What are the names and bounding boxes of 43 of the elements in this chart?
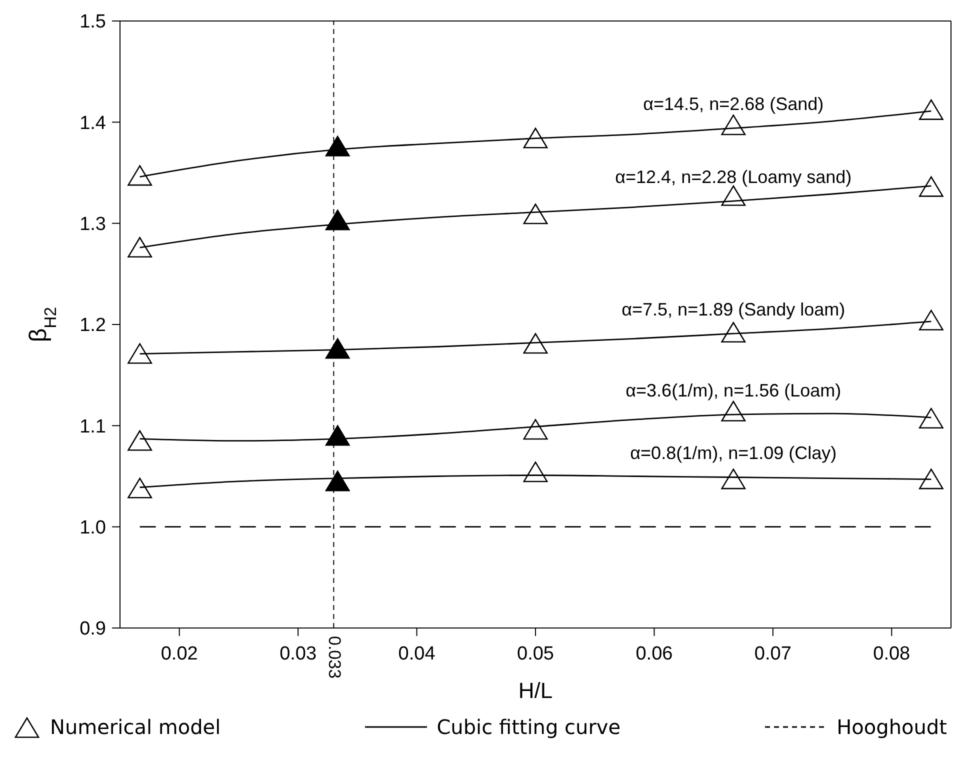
y-tick-label: 1.0 xyxy=(80,518,106,539)
x-tick-label: 0.04 xyxy=(398,643,436,664)
point xyxy=(918,408,944,428)
x-tick-label: 0.03 xyxy=(280,643,317,664)
x-axis-title: H/L xyxy=(518,678,553,703)
point xyxy=(128,165,152,186)
point xyxy=(128,236,152,258)
point xyxy=(523,333,548,354)
y-tick-label: 1.2 xyxy=(80,315,106,336)
point xyxy=(523,128,548,148)
point xyxy=(918,176,944,197)
point xyxy=(721,400,746,422)
point xyxy=(918,468,944,490)
legend-label: Numerical model xyxy=(50,715,221,739)
x-tick-label: 0.05 xyxy=(517,643,554,664)
x-tick-label: 0.06 xyxy=(636,643,673,664)
legend-label: Cubic fitting curve xyxy=(436,715,621,739)
x-tick-label: 0.08 xyxy=(873,643,910,664)
point xyxy=(523,419,548,440)
y-tick-label: 1.5 xyxy=(80,12,106,33)
point xyxy=(721,322,746,343)
y-tick-label: 1.1 xyxy=(80,416,106,438)
point xyxy=(128,478,152,498)
point xyxy=(128,430,152,451)
y-tick-label: 1.3 xyxy=(80,214,106,236)
point xyxy=(918,99,944,120)
point xyxy=(918,310,944,330)
x-tick-label: 0.02 xyxy=(160,643,198,664)
legend-label: Hooghoudt xyxy=(836,715,947,739)
annotation: α=7.5, n=1.89 (Sandy loam) xyxy=(622,299,846,320)
y-tick-label: 0.9 xyxy=(80,618,106,640)
annotation: α=14.5, n=2.68 (Sand) xyxy=(643,94,824,114)
ref-line-label: 0.033 xyxy=(325,636,344,679)
annotation: α=3.6(1/m), n=1.56 (Loam) xyxy=(626,380,842,400)
point xyxy=(128,343,152,364)
annotation: α=0.8(1/m), n=1.09 (Clay) xyxy=(630,443,837,464)
point xyxy=(325,136,350,156)
point xyxy=(721,468,746,490)
point xyxy=(523,204,548,224)
annotation: α=12.4, n=2.28 (Loamy sand) xyxy=(615,166,852,187)
y-tick-label: 1.4 xyxy=(80,112,106,134)
x-tick-label: 0.07 xyxy=(754,643,792,664)
point xyxy=(325,470,350,492)
